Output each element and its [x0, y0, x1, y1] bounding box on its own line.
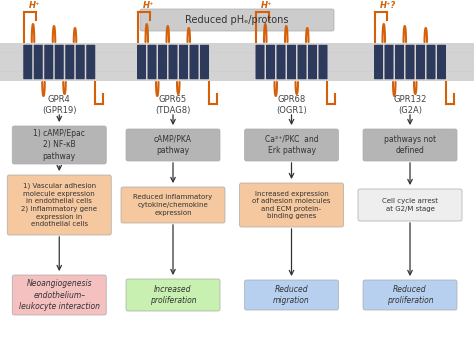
FancyBboxPatch shape [12, 275, 106, 315]
Bar [0, 43, 474, 81]
FancyBboxPatch shape [395, 45, 404, 79]
FancyBboxPatch shape [358, 189, 462, 221]
FancyBboxPatch shape [276, 45, 285, 79]
FancyBboxPatch shape [298, 45, 307, 79]
FancyBboxPatch shape [308, 45, 317, 79]
FancyBboxPatch shape [121, 187, 225, 223]
Text: H⁺?: H⁺? [380, 0, 396, 10]
Text: Cell cycle arrest
at G2/M stage: Cell cycle arrest at G2/M stage [382, 198, 438, 212]
Text: 1) Vascular adhesion
molecule expression
in endothelial cells
2) Inflammatory ge: 1) Vascular adhesion molecule expression… [21, 183, 97, 227]
FancyBboxPatch shape [363, 129, 457, 161]
Text: Increased
proliferation: Increased proliferation [150, 285, 196, 305]
FancyBboxPatch shape [245, 129, 338, 161]
FancyBboxPatch shape [140, 9, 334, 31]
FancyBboxPatch shape [416, 45, 425, 79]
FancyBboxPatch shape [12, 126, 106, 164]
FancyBboxPatch shape [7, 175, 111, 235]
Text: Increased expression
of adhesion molecules
and ECM protein-
binding genes: Increased expression of adhesion molecul… [252, 191, 331, 219]
FancyBboxPatch shape [169, 45, 177, 79]
FancyBboxPatch shape [34, 45, 43, 79]
Text: pathways not
defined: pathways not defined [384, 135, 436, 155]
Text: 1) cAMP/Epac
2) NF-κB
pathway: 1) cAMP/Epac 2) NF-κB pathway [33, 130, 85, 161]
Text: Neoangiogenesis
endothelium–
leukocyte interaction: Neoangiogenesis endothelium– leukocyte i… [19, 280, 100, 311]
Text: GPR132
(G2A): GPR132 (G2A) [393, 95, 427, 115]
FancyBboxPatch shape [363, 280, 457, 310]
Text: Ca²⁺/PKC  and
Erk pathway: Ca²⁺/PKC and Erk pathway [264, 135, 319, 155]
Text: Reduced inflammatory
cytokine/chemokine
expression: Reduced inflammatory cytokine/chemokine … [133, 195, 213, 215]
FancyBboxPatch shape [44, 45, 53, 79]
Text: GPR68
(OGR1): GPR68 (OGR1) [276, 95, 307, 115]
FancyBboxPatch shape [406, 45, 414, 79]
FancyBboxPatch shape [55, 45, 64, 79]
FancyBboxPatch shape [158, 45, 167, 79]
FancyBboxPatch shape [179, 45, 188, 79]
FancyBboxPatch shape [266, 45, 275, 79]
Text: Reduced
migration: Reduced migration [273, 285, 310, 305]
FancyBboxPatch shape [245, 280, 338, 310]
Text: Reduced pHₑ/protons: Reduced pHₑ/protons [185, 15, 289, 25]
Text: cAMP/PKA
pathway: cAMP/PKA pathway [154, 135, 192, 155]
FancyBboxPatch shape [200, 45, 209, 79]
FancyBboxPatch shape [319, 45, 328, 79]
FancyBboxPatch shape [190, 45, 199, 79]
Text: GPR4
(GPR19): GPR4 (GPR19) [42, 95, 76, 115]
FancyBboxPatch shape [65, 45, 74, 79]
Text: H⁺: H⁺ [261, 0, 273, 10]
FancyBboxPatch shape [76, 45, 85, 79]
FancyBboxPatch shape [126, 129, 220, 161]
FancyBboxPatch shape [427, 45, 436, 79]
FancyBboxPatch shape [147, 45, 156, 79]
FancyBboxPatch shape [374, 45, 383, 79]
FancyBboxPatch shape [384, 45, 393, 79]
FancyBboxPatch shape [126, 279, 220, 311]
Text: Reduced
proliferation: Reduced proliferation [387, 285, 433, 305]
FancyBboxPatch shape [437, 45, 446, 79]
FancyBboxPatch shape [86, 45, 95, 79]
FancyBboxPatch shape [255, 45, 264, 79]
Text: H⁺: H⁺ [143, 0, 154, 10]
FancyBboxPatch shape [287, 45, 296, 79]
FancyBboxPatch shape [239, 183, 344, 227]
Text: GPR65
(TDAG8): GPR65 (TDAG8) [155, 95, 191, 115]
Text: H⁺: H⁺ [29, 0, 40, 10]
FancyBboxPatch shape [137, 45, 146, 79]
FancyBboxPatch shape [23, 45, 32, 79]
